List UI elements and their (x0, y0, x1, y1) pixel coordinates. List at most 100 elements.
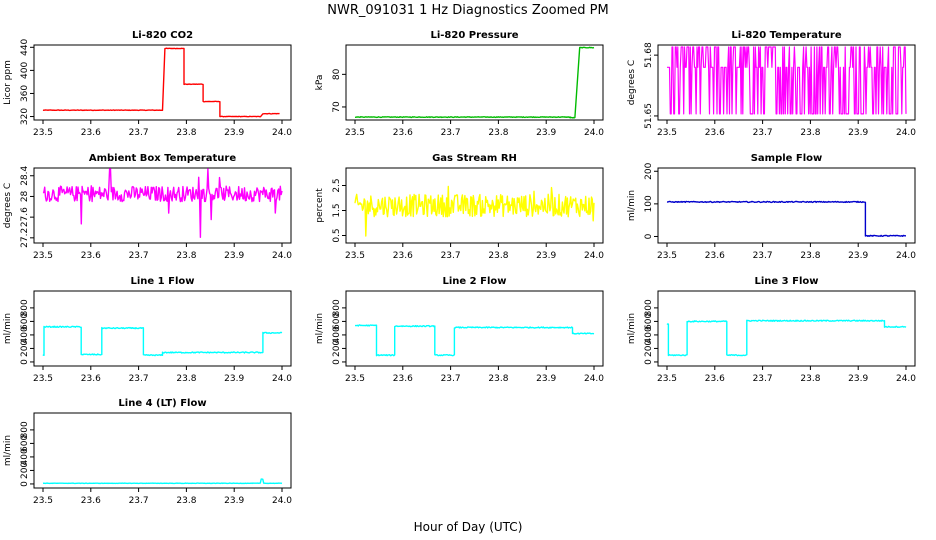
y-tick-label: 0 (332, 359, 342, 365)
x-tick-label: 23.5 (657, 374, 677, 384)
x-tick-label: 23.5 (657, 128, 677, 138)
panel-frame (33, 290, 292, 367)
y-tick-label: 440 (20, 38, 30, 55)
x-tick-label: 23.8 (800, 374, 820, 384)
panel-frame (657, 167, 916, 244)
panel-title: Li-820 CO2 (132, 30, 193, 41)
x-tick-label: 23.8 (176, 251, 196, 261)
series-line-line-1 (42, 325, 283, 357)
y-tick-label: 0 (644, 233, 654, 239)
x-tick-label: 23.5 (345, 128, 365, 138)
x-tick-label: 24.0 (896, 128, 916, 138)
x-tick-label: 23.9 (536, 251, 556, 261)
series-line-pressure (354, 46, 595, 119)
y-tick-label: 2.5 (332, 178, 342, 192)
panel-ylabel: Licor ppm (3, 60, 13, 105)
x-tick-label: 23.6 (393, 128, 413, 138)
x-tick-label: 23.9 (224, 496, 244, 506)
panel-frame (657, 290, 916, 367)
y-tick-label: 0 (20, 481, 30, 487)
y-tick-label: 400 (20, 326, 30, 343)
panel-5: Gas Stream RH percent 0.5 1.5 2.5 23.5 23.6 23.… (315, 153, 604, 261)
panel-2: Li-820 Pressure kPa 70 80 23.5 23.6 23.7 23.8 23… (315, 30, 604, 138)
x-tick-label: 24.0 (584, 374, 604, 384)
panel-ylabel: degrees C (3, 183, 13, 228)
x-tick-label: 24.0 (584, 251, 604, 261)
panel-title: Gas Stream RH (432, 153, 517, 164)
x-tick-label: 23.9 (536, 374, 556, 384)
x-tick-label: 23.6 (81, 128, 101, 138)
x-tick-label: 23.8 (176, 374, 196, 384)
panel-ylabel: percent (315, 188, 325, 223)
panel-ylabel: ml/min (3, 435, 13, 466)
x-tick-label: 23.8 (800, 251, 820, 261)
x-tick-label: 23.9 (536, 128, 556, 138)
panel-title: Line 3 Flow (755, 276, 819, 287)
x-tick-label: 23.8 (800, 128, 820, 138)
y-tick-label: 200 (644, 162, 654, 179)
panel-frame (345, 290, 604, 367)
series-line-line-3 (666, 319, 907, 357)
x-tick-label: 23.6 (81, 496, 101, 506)
panel-frame (345, 167, 604, 244)
panel-title: Li-820 Pressure (430, 30, 518, 41)
y-tick-label: 28.4 (20, 165, 30, 185)
x-tick-label: 23.6 (393, 374, 413, 384)
x-tick-label: 24.0 (896, 374, 916, 384)
x-tick-label: 23.9 (224, 374, 244, 384)
panel-ylabel: ml/min (627, 313, 637, 344)
x-tick-label: 23.6 (393, 251, 413, 261)
x-tick-label: 24.0 (272, 496, 292, 506)
y-tick-label: 51.65 (644, 103, 654, 129)
y-tick-label: 400 (20, 448, 30, 465)
x-tick-label: 23.6 (81, 374, 101, 384)
x-tick-label: 23.7 (753, 128, 773, 138)
x-tick-label: 23.7 (441, 128, 461, 138)
x-tick-label: 23.5 (33, 251, 53, 261)
panel-frame (33, 412, 292, 489)
y-tick-label: 200 (20, 340, 30, 357)
y-tick-label: 320 (20, 108, 30, 125)
y-tick-label: 27.2 (20, 228, 30, 248)
x-tick-label: 23.7 (441, 251, 461, 261)
x-tick-label: 23.8 (488, 374, 508, 384)
y-tick-label: 51.68 (644, 42, 654, 68)
x-tick-label: 23.6 (705, 128, 725, 138)
y-tick-label: 400 (644, 326, 654, 343)
x-tick-label: 23.5 (345, 374, 365, 384)
series-line-co2 (42, 47, 280, 118)
x-tick-label: 23.5 (33, 128, 53, 138)
panel-frame (33, 167, 292, 244)
x-tick-label: 23.5 (345, 251, 365, 261)
panel-title: Sample Flow (751, 153, 823, 164)
x-tick-label: 23.6 (81, 251, 101, 261)
figure-title: NWR_091031 1 Hz Diagnostics Zoomed PM (327, 3, 609, 18)
panel-ylabel: ml/min (3, 313, 13, 344)
y-tick-label: 0 (20, 359, 30, 365)
x-tick-label: 23.6 (705, 374, 725, 384)
figure-xlabel: Hour of Day (UTC) (414, 520, 523, 534)
panels: Li-820 CO2 Licor ppm 320 360 400 440 23.5 23.6 2… (3, 30, 916, 506)
x-tick-label: 24.0 (272, 374, 292, 384)
y-tick-label: 400 (20, 62, 30, 79)
y-tick-label: 800 (20, 421, 30, 438)
x-tick-label: 23.7 (129, 496, 149, 506)
y-tick-label: 200 (644, 340, 654, 357)
series-line-line-4 (42, 478, 283, 485)
panel-ylabel: ml/min (627, 190, 637, 221)
x-tick-label: 23.7 (441, 374, 461, 384)
panel-ylabel: ml/min (315, 313, 325, 344)
x-tick-label: 23.5 (33, 496, 53, 506)
series-line-sample (666, 200, 906, 237)
y-tick-label: 0 (644, 359, 654, 365)
panel-frame (33, 44, 292, 121)
panel-4: Ambient Box Temperature degrees C 27.227.6… (3, 153, 292, 261)
x-tick-label: 23.7 (753, 374, 773, 384)
y-tick-label: 400 (332, 326, 342, 343)
x-tick-label: 23.8 (176, 128, 196, 138)
x-tick-label: 23.9 (848, 128, 868, 138)
